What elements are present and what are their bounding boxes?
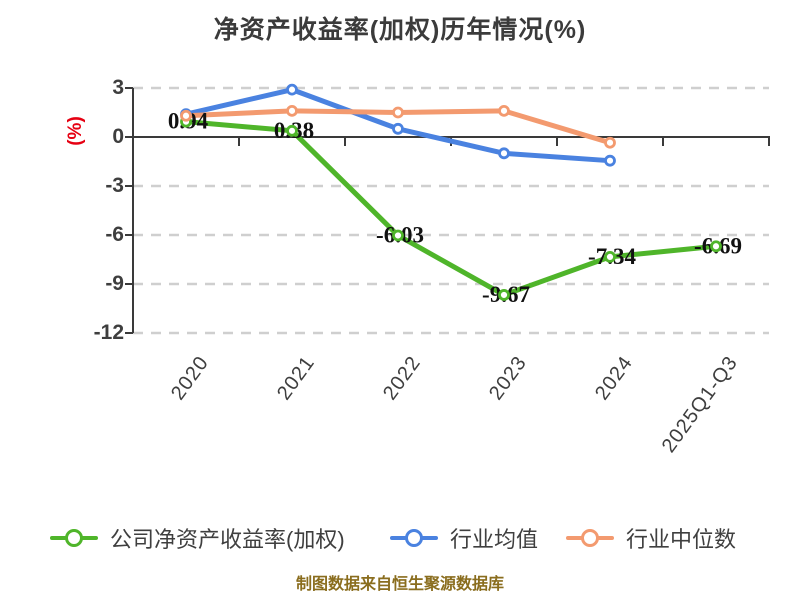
y-axis-tick-label: 3 bbox=[112, 76, 124, 99]
data-point-marker bbox=[180, 109, 192, 122]
series-line bbox=[183, 119, 719, 298]
y-axis-tick-label: -12 bbox=[93, 321, 124, 344]
legend-item-label: 公司净资产收益率(加权) bbox=[110, 527, 345, 552]
legend-item-1[interactable]: 行业均值 bbox=[390, 527, 538, 552]
chart-title: 净资产收益率(加权)历年情况(%) bbox=[213, 16, 587, 44]
legend-item-0[interactable]: 公司净资产收益率(加权) bbox=[50, 527, 345, 552]
legend-line-marker-icon bbox=[50, 529, 98, 547]
data-point-marker bbox=[604, 154, 616, 167]
data-point-marker bbox=[392, 229, 404, 242]
y-axis-tick-label: -3 bbox=[105, 174, 124, 197]
data-point-marker bbox=[498, 289, 510, 301]
data-point-marker bbox=[286, 124, 298, 137]
data-point-marker bbox=[498, 104, 510, 117]
data-point-marker bbox=[604, 136, 616, 149]
legend-item-2[interactable]: 行业中位数 bbox=[566, 527, 736, 552]
legend-line-marker-icon bbox=[566, 529, 614, 547]
data-point-marker bbox=[392, 122, 404, 135]
data-point-marker bbox=[498, 147, 510, 160]
data-point-marker bbox=[286, 83, 298, 96]
legend-item-label: 行业中位数 bbox=[626, 527, 737, 552]
data-point-marker bbox=[286, 104, 298, 117]
legend-line-marker-icon bbox=[390, 529, 438, 547]
y-axis-tick-label: -9 bbox=[105, 272, 124, 295]
y-axis-tick-label: 0 bbox=[112, 125, 124, 148]
data-point-marker bbox=[392, 106, 404, 119]
y-axis-tick-label: -6 bbox=[105, 223, 124, 246]
legend-item-label: 行业均值 bbox=[450, 527, 539, 552]
data-point-marker bbox=[604, 250, 616, 263]
data-point-marker bbox=[710, 240, 722, 253]
data-source-note: 制图数据来自恒生聚源数据库 bbox=[295, 576, 504, 593]
